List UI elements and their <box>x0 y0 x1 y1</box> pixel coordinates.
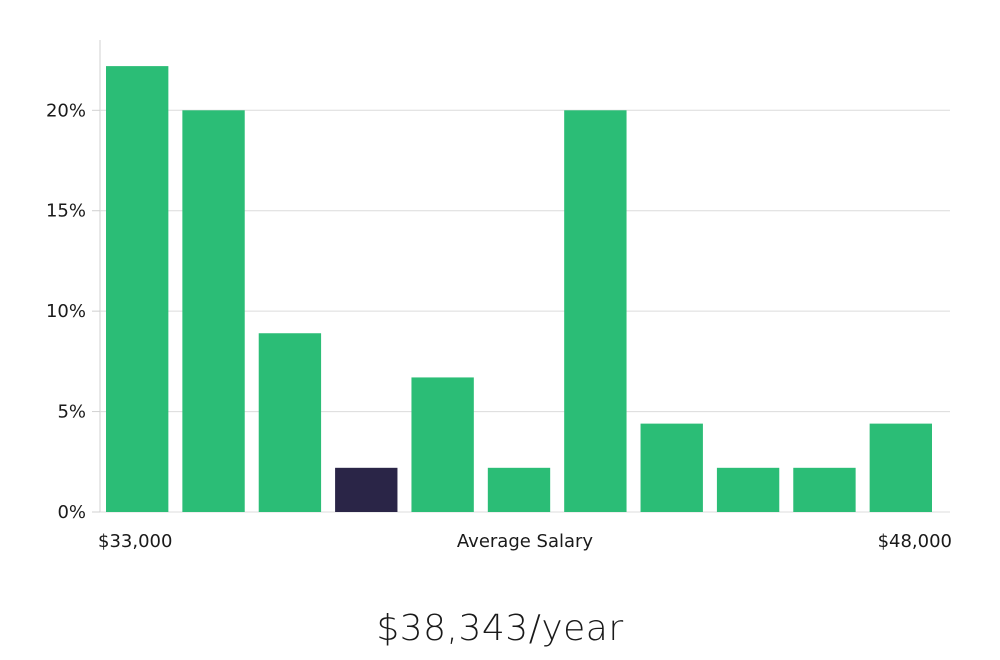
x-range-min-label: $33,000 <box>98 531 172 552</box>
y-tick-label: 15% <box>46 201 86 222</box>
histogram-bar <box>488 468 550 512</box>
y-tick-label: 20% <box>46 100 86 121</box>
y-tick-label: 0% <box>57 502 86 523</box>
x-range-max-label: $48,000 <box>878 531 952 552</box>
histogram-bar <box>870 424 932 512</box>
histogram-bar <box>182 110 244 512</box>
histogram-bar <box>641 424 703 512</box>
histogram-bar <box>259 333 321 512</box>
histogram-bar <box>717 468 779 512</box>
highlighted-bar <box>335 468 397 512</box>
histogram-bar <box>106 66 168 512</box>
y-tick-label: 10% <box>46 301 86 322</box>
histogram-bar <box>411 377 473 512</box>
average-salary-value: $38,343/year <box>0 608 1000 649</box>
y-tick-label: 5% <box>57 402 86 423</box>
histogram-bar <box>564 110 626 512</box>
salary-histogram: 0% 5% 10% 15% 20% $33,000 Average Salary $48,00… <box>0 0 1000 580</box>
x-axis-title: Average Salary <box>457 531 594 552</box>
histogram-bar <box>793 468 855 512</box>
